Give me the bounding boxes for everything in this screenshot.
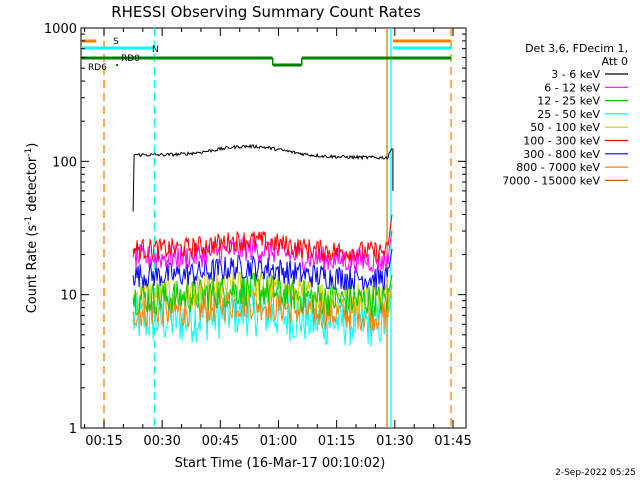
y-label-part3: ) — [25, 143, 40, 148]
x-tick-label: 00:15 — [85, 434, 122, 449]
footer-timestamp: 2-Sep-2022 05:25 — [555, 468, 636, 478]
legend-entry-label: 25 - 50 keV — [537, 108, 600, 121]
flag-bars: S N RD6 RD0 — [81, 37, 452, 73]
series-line — [132, 214, 393, 264]
x-tick-label: 01:30 — [376, 434, 413, 449]
x-tick-label: 00:45 — [202, 434, 239, 449]
series-line — [132, 285, 393, 347]
x-axis-ticks: 00:15 00:30 00:45 01:00 01:15 01:30 01:45 — [84, 28, 472, 449]
x-tick-label: 01:00 — [260, 434, 297, 449]
flag-label: N — [152, 45, 159, 55]
x-tick-label: 00:30 — [143, 434, 180, 449]
series-line — [132, 231, 393, 274]
legend-header-line: Att 0 — [602, 55, 628, 68]
y-label-part2: detector — [25, 156, 40, 216]
series-lines — [132, 143, 394, 347]
chart-title: RHESSI Observing Summary Count Rates — [111, 3, 421, 21]
flag-label: RD0 — [121, 54, 140, 64]
vertical-markers — [103, 28, 452, 428]
legend-entry-label: 12 - 25 keV — [537, 95, 600, 108]
flag-dot — [116, 64, 118, 66]
flag-label: S — [113, 37, 119, 47]
series-line — [132, 284, 393, 331]
series-line — [132, 143, 393, 212]
legend-entry-label: 3 - 6 keV — [551, 68, 600, 81]
y-axis-ticks: 1000 100 10 1 — [44, 22, 466, 437]
legend-entry-label: 300 - 800 keV — [523, 148, 600, 161]
y-tick-label: 100 — [52, 155, 77, 170]
y-tick-label: 1000 — [44, 22, 77, 37]
legend-entry-label: 800 - 7000 keV — [516, 161, 600, 174]
plot-frame — [80, 27, 467, 429]
series-line — [132, 272, 393, 318]
flag-label: RD6 — [88, 63, 107, 73]
legend-entry-label: 7000 - 15000 keV — [502, 174, 600, 187]
y-label-sup2: -1 — [24, 148, 34, 157]
legend-entry-label: 6 - 12 keV — [544, 81, 600, 94]
legend-header-line: Det 3,6, FDecim 1, — [525, 42, 628, 55]
series-line — [132, 248, 393, 291]
y-axis-label: Count Rate (s-1 detector-1) — [24, 143, 40, 314]
legend-entry-label: 100 - 300 keV — [523, 135, 600, 148]
y-label-part1: Count Rate (s — [25, 225, 40, 314]
x-tick-label: 01:15 — [318, 434, 355, 449]
y-tick-label: 1 — [69, 422, 77, 437]
x-axis-label: Start Time (16-Mar-17 00:10:02) — [175, 456, 386, 471]
legend-entry-label: 50 - 100 keV — [530, 121, 600, 134]
y-label-sup1: -1 — [24, 216, 34, 225]
y-tick-label: 10 — [60, 289, 77, 304]
x-tick-label: 01:45 — [434, 434, 471, 449]
